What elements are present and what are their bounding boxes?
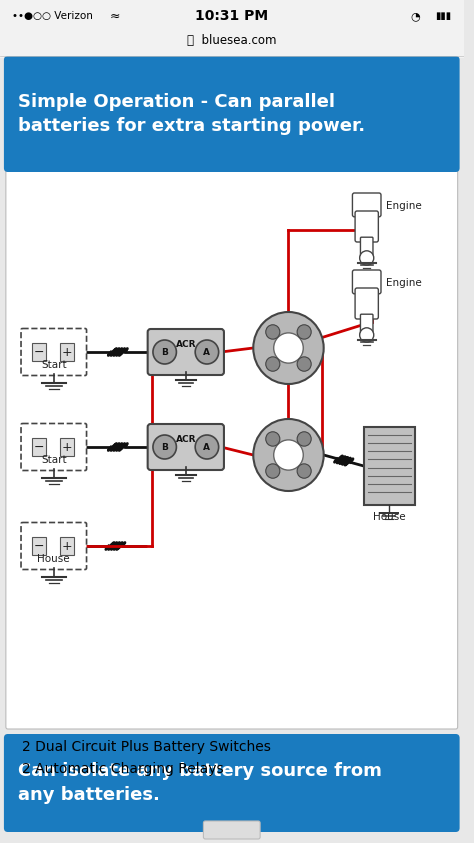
Text: Engine: Engine [386,201,422,211]
Bar [32,343,46,361]
Circle shape [266,464,280,478]
Text: A: A [203,347,210,357]
Circle shape [195,340,219,364]
Text: A: A [203,443,210,452]
FancyBboxPatch shape [4,56,460,172]
FancyBboxPatch shape [148,329,224,375]
Text: Start: Start [41,455,67,465]
Circle shape [253,419,324,491]
Text: −: − [34,540,44,552]
FancyBboxPatch shape [355,211,378,242]
FancyBboxPatch shape [355,288,378,319]
FancyBboxPatch shape [21,523,87,570]
Bar [60,438,74,456]
Circle shape [195,435,219,459]
Text: 🔒  bluesea.com: 🔒 bluesea.com [187,34,276,46]
Text: ACR: ACR [175,435,196,444]
Circle shape [297,325,311,339]
Text: −: − [34,441,44,454]
Circle shape [297,432,311,446]
Circle shape [266,357,280,371]
Circle shape [360,328,374,342]
Text: Can isolate any battery source from
any batteries.: Can isolate any battery source from any … [18,762,382,804]
Bar [32,537,46,555]
FancyBboxPatch shape [360,314,373,336]
Circle shape [297,357,311,371]
FancyBboxPatch shape [21,329,87,375]
Text: Engine: Engine [386,278,422,287]
Text: ▮▮▮: ▮▮▮ [435,11,451,21]
Text: ACR: ACR [175,341,196,349]
FancyBboxPatch shape [21,423,87,470]
Circle shape [153,340,176,364]
Text: House: House [37,554,70,564]
Circle shape [360,251,374,266]
Text: +: + [62,346,72,358]
Circle shape [273,333,303,363]
FancyBboxPatch shape [203,821,260,839]
Text: House: House [373,512,406,522]
Text: ≈: ≈ [109,9,120,23]
Text: 2 Dual Circuit Plus Battery Switches: 2 Dual Circuit Plus Battery Switches [21,740,270,754]
Text: +: + [62,540,72,552]
FancyBboxPatch shape [360,237,373,259]
Text: +: + [62,441,72,454]
Circle shape [297,464,311,478]
Bar [60,343,74,361]
FancyBboxPatch shape [6,170,458,729]
Text: ••●○○ Verizon: ••●○○ Verizon [12,11,92,21]
Text: ◔: ◔ [410,11,420,21]
FancyBboxPatch shape [148,424,224,470]
Text: Simple Operation - Can parallel
batteries for extra starting power.: Simple Operation - Can parallel batterie… [18,93,365,135]
Text: Start: Start [41,360,67,370]
Bar [60,537,74,555]
FancyBboxPatch shape [353,270,381,294]
Circle shape [266,325,280,339]
Circle shape [273,440,303,470]
Bar [32,438,46,456]
Text: 10:31 PM: 10:31 PM [195,9,268,23]
Text: B: B [161,347,168,357]
Text: B: B [161,443,168,452]
FancyBboxPatch shape [4,734,460,832]
Circle shape [266,432,280,446]
Text: −: − [34,346,44,358]
Circle shape [253,312,324,384]
FancyBboxPatch shape [353,193,381,217]
Circle shape [153,435,176,459]
Bar [0,0,464,58]
Text: 2 Automatic Charging Relays: 2 Automatic Charging Relays [21,762,223,776]
Bar [364,427,415,505]
